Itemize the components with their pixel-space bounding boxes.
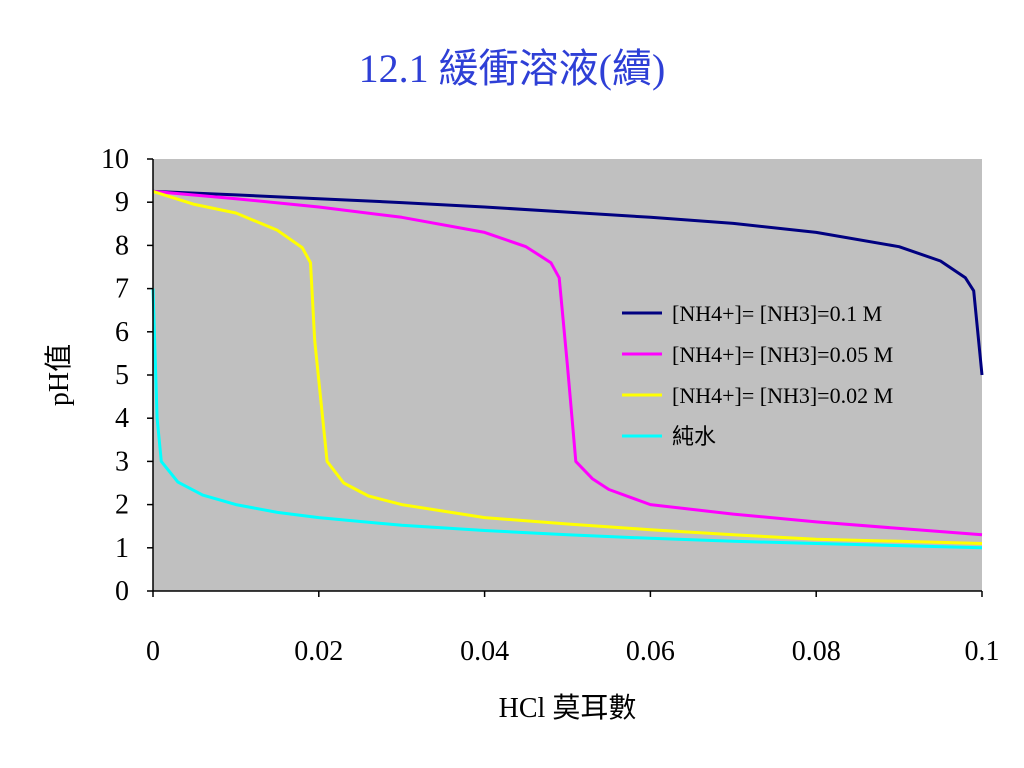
x-tick-label: 0.02 [294,636,343,667]
series-line-2 [152,189,983,537]
series-layer [151,189,984,550]
x-tick-label: 0 [146,636,160,667]
y-tick-label: 9 [115,187,129,218]
series-line-1 [152,189,984,376]
legend-label-4: 純水 [672,424,716,449]
y-tick-label: 1 [115,533,129,564]
legend-label-1: [NH4+]= [NH3]=0.1 M [672,301,882,326]
y-tick-label: 5 [115,360,129,391]
legend-label-2: [NH4+]= [NH3]=0.05 M [672,342,893,367]
legend-label-3: [NH4+]= [NH3]=0.02 M [672,383,893,408]
y-tick-label: 3 [115,446,129,477]
legend: [NH4+]= [NH3]=0.1 M [NH4+]= [NH3]=0.05 M [… [622,301,893,449]
x-tick-label: 0.04 [460,636,509,667]
series-line-3 [152,189,983,545]
y-tick-label: 10 [101,144,129,175]
x-tick-label: 0.06 [626,636,675,667]
slide-title: 12.1 緩衝溶液(續) [358,46,666,91]
y-tick-label: 0 [115,576,129,607]
y-tick-label: 8 [115,230,129,261]
y-tick-label: 2 [115,490,129,521]
y-tick-label: 7 [115,274,129,305]
y-tick-label: 4 [115,403,129,434]
x-tick-label: 0.1 [965,636,1000,667]
axes-layer: 0 1 2 3 4 5 6 7 8 9 10 0 0.02 0.04 0.06 0.08 0.1 [101,144,1000,667]
x-tick-label: 0.08 [792,636,841,667]
y-axis-label: pH值 [43,344,75,406]
x-axis-label: HCl 莫耳數 [499,692,637,724]
y-tick-label: 6 [115,317,129,348]
series-line-4 [151,288,983,550]
